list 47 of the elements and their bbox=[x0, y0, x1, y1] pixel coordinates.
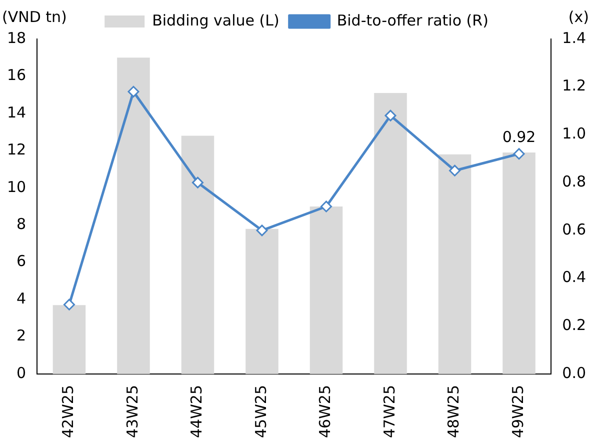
y-tick-label: 2 bbox=[16, 326, 26, 345]
x-tick-label: 42W25 bbox=[59, 384, 78, 438]
y2-tick-label: 1.4 bbox=[562, 28, 586, 47]
point bbox=[320, 200, 332, 212]
x-tick-label: 49W25 bbox=[508, 384, 527, 438]
point bbox=[63, 298, 75, 310]
y-tick-label: 4 bbox=[16, 289, 26, 308]
y2-axis-title: (x) bbox=[568, 8, 589, 26]
point bbox=[256, 224, 268, 236]
y-axis-title: (VND tn) bbox=[2, 8, 67, 26]
data-label: 0.92 bbox=[502, 128, 536, 146]
bar bbox=[374, 92, 407, 374]
bar bbox=[181, 136, 214, 374]
x-tick-label: 47W25 bbox=[380, 384, 398, 438]
bar bbox=[502, 152, 536, 374]
bar bbox=[117, 58, 150, 374]
legend-label: Bid-to-offer ratio (R) bbox=[336, 11, 488, 30]
y2-tick-label: 1.0 bbox=[562, 124, 586, 143]
y-tick-label: 14 bbox=[6, 103, 26, 122]
x-tick-label: 45W25 bbox=[252, 384, 270, 438]
point bbox=[449, 164, 461, 176]
point bbox=[192, 176, 204, 188]
y2-tick-label: 0.6 bbox=[562, 220, 586, 238]
point bbox=[384, 110, 396, 122]
y2-tick-label: 0.2 bbox=[562, 316, 586, 334]
y2-tick-label: 0.4 bbox=[562, 268, 586, 286]
y-tick-label: 12 bbox=[6, 140, 26, 159]
x-tick-label: 46W25 bbox=[316, 384, 334, 438]
y-tick-label: 10 bbox=[6, 178, 26, 196]
point bbox=[513, 148, 525, 160]
bar bbox=[310, 206, 343, 374]
y2-tick-label: 0.8 bbox=[562, 172, 586, 190]
point bbox=[128, 86, 140, 98]
y-tick-label: 0 bbox=[16, 364, 26, 382]
x-tick-label: 48W25 bbox=[444, 384, 463, 438]
x-tick-label: 43W25 bbox=[123, 384, 142, 438]
y-tick-label: 18 bbox=[6, 28, 26, 47]
y-tick-label: 16 bbox=[6, 66, 26, 84]
legend-label: Bidding value (L) bbox=[152, 11, 280, 30]
y-tick-label: 8 bbox=[16, 215, 26, 233]
y2-tick-label: 1.2 bbox=[562, 76, 586, 95]
y-tick-label: 6 bbox=[16, 252, 26, 270]
bar bbox=[246, 228, 278, 374]
bar bbox=[52, 305, 86, 374]
bar bbox=[438, 154, 472, 374]
y2-tick-label: 0.0 bbox=[562, 364, 586, 382]
x-tick-label: 44W25 bbox=[188, 384, 206, 438]
